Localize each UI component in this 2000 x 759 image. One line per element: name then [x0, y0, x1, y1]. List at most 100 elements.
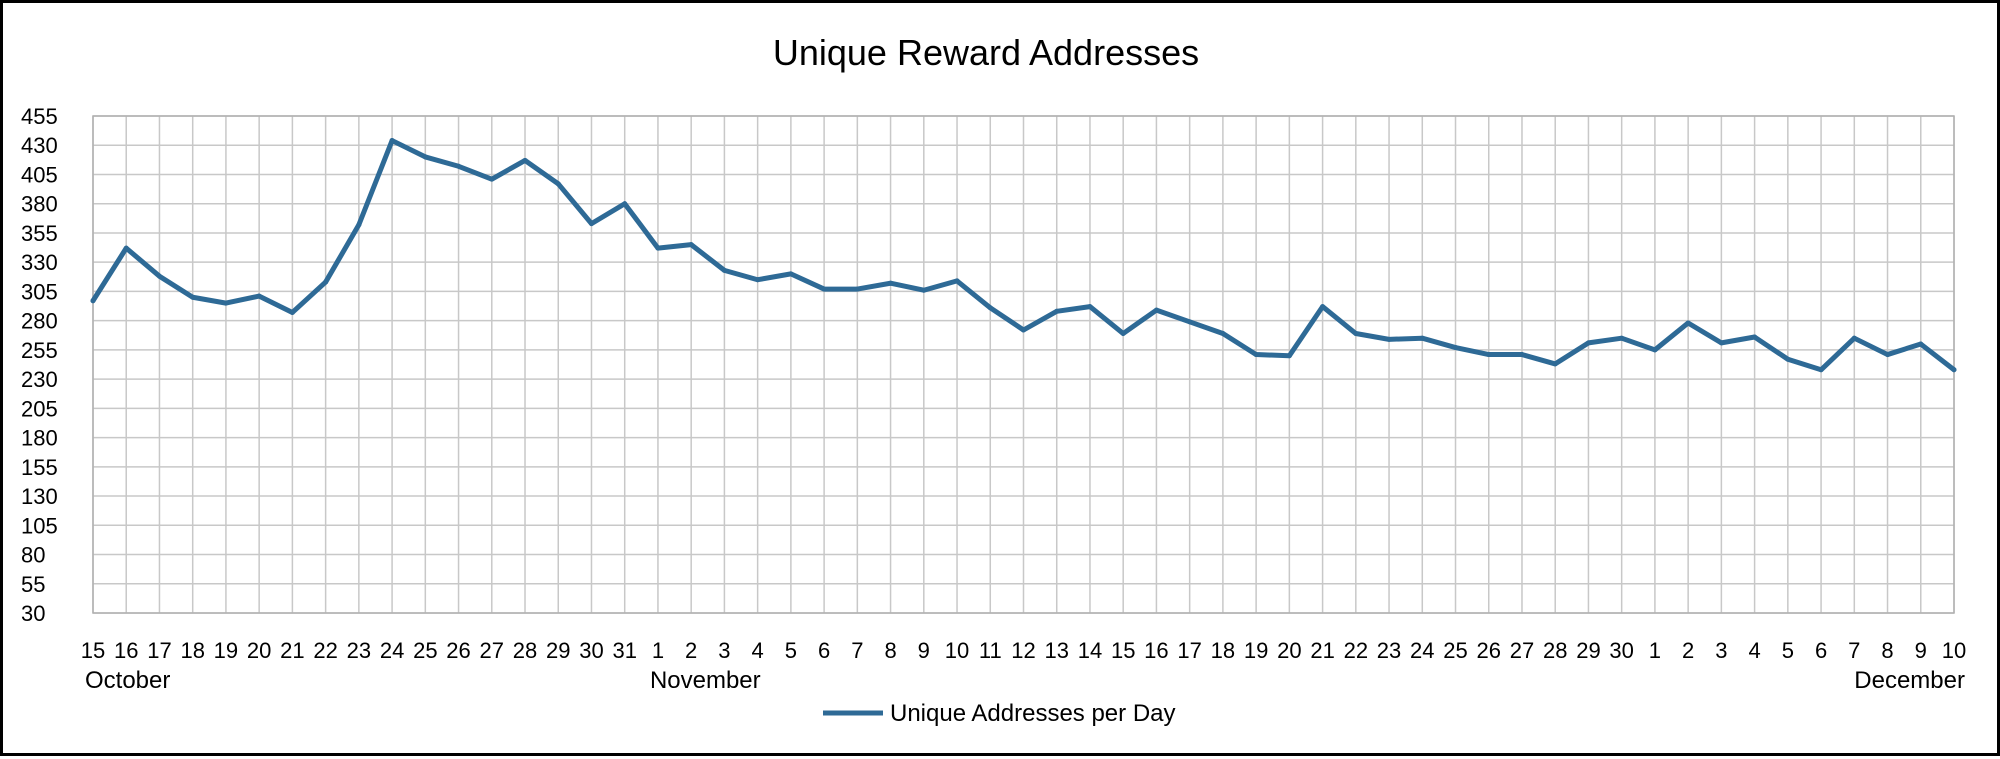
data-point [888, 280, 894, 286]
x-tick-label: 6 [818, 638, 830, 663]
x-tick-label: 30 [1609, 638, 1633, 663]
data-point [1951, 367, 1957, 373]
y-tick-label: 255 [21, 338, 58, 363]
data-point [555, 181, 561, 187]
data-point [1818, 367, 1824, 373]
x-tick-label: 18 [180, 638, 204, 663]
data-point [1386, 336, 1392, 342]
x-tick-label: 24 [1410, 638, 1434, 663]
data-point [489, 176, 495, 182]
x-tick-label: 6 [1815, 638, 1827, 663]
y-tick-label: 380 [21, 192, 58, 217]
x-tick-label: 14 [1078, 638, 1102, 663]
data-point [1652, 347, 1658, 353]
data-point [1619, 335, 1625, 341]
y-tick-label: 180 [21, 426, 58, 451]
legend-label: Unique Addresses per Day [890, 700, 1176, 727]
data-point [1552, 361, 1558, 367]
x-tick-label: 21 [1310, 638, 1334, 663]
x-tick-label: 12 [1011, 638, 1035, 663]
x-tick-label: 29 [1576, 638, 1600, 663]
x-tick-label: 24 [380, 638, 404, 663]
y-tick-label: 105 [21, 513, 58, 538]
x-tick-label: 20 [1277, 638, 1301, 663]
x-tick-label: 1 [652, 638, 664, 663]
x-tick-label: 11 [979, 638, 1002, 663]
data-point [921, 287, 927, 293]
x-tick-label: 22 [313, 638, 337, 663]
y-tick-label: 405 [21, 162, 58, 187]
data-point [356, 222, 362, 228]
x-tick-label: 15 [1111, 638, 1135, 663]
x-tick-label: 9 [1915, 638, 1927, 663]
x-tick-label: 10 [1942, 638, 1966, 663]
x-tick-label: 4 [752, 638, 764, 663]
data-point [123, 245, 129, 251]
x-tick-label: 28 [513, 638, 537, 663]
x-tick-label: 30 [579, 638, 603, 663]
data-point [1220, 331, 1226, 337]
data-point [389, 138, 395, 144]
x-tick-label: 25 [413, 638, 437, 663]
x-tick-label: 23 [1377, 638, 1401, 663]
data-point [522, 157, 528, 163]
data-point [788, 271, 794, 277]
data-point [1120, 331, 1126, 337]
data-point [1718, 340, 1724, 346]
y-tick-label: 230 [21, 367, 58, 392]
x-tick-label: 16 [1144, 638, 1168, 663]
data-point [1353, 331, 1359, 337]
x-tick-label: 8 [884, 638, 896, 663]
legend: Unique Addresses per Day [823, 700, 1176, 727]
data-point [622, 201, 628, 207]
data-point [655, 245, 661, 251]
month-label: October [85, 667, 170, 694]
data-point [1320, 304, 1326, 310]
data-point [1153, 307, 1159, 313]
y-tick-label: 80 [21, 543, 45, 568]
data-point [223, 300, 229, 306]
x-tick-label: 9 [918, 638, 930, 663]
x-tick-label: 7 [851, 638, 863, 663]
x-tick-label: 15 [81, 638, 105, 663]
x-tick-label: 3 [718, 638, 730, 663]
x-tick-label: 13 [1044, 638, 1068, 663]
y-tick-label: 55 [21, 572, 45, 597]
data-point [1685, 320, 1691, 326]
data-point [688, 242, 694, 248]
x-tick-label: 10 [945, 638, 969, 663]
y-axis-ticks: 30 55 80 105 130 155 180 205 230 255 280 305 330 355 3… [21, 104, 58, 626]
x-tick-label: 26 [1477, 638, 1501, 663]
y-tick-label: 330 [21, 250, 58, 275]
x-tick-label: 5 [785, 638, 797, 663]
month-label: November [650, 667, 761, 694]
data-point [256, 293, 262, 299]
data-point [987, 305, 993, 311]
data-point [1253, 352, 1259, 358]
x-tick-label: 2 [1682, 638, 1694, 663]
data-point [1286, 353, 1292, 359]
data-point [1851, 335, 1857, 341]
x-tick-label: 28 [1543, 638, 1567, 663]
data-point [1453, 345, 1459, 351]
data-point [1187, 319, 1193, 325]
y-tick-label: 155 [21, 455, 58, 480]
x-tick-label: 2 [685, 638, 697, 663]
y-tick-label: 30 [21, 601, 45, 626]
x-tick-label: 16 [114, 638, 138, 663]
x-tick-label: 17 [147, 638, 171, 663]
x-tick-label: 3 [1715, 638, 1727, 663]
data-point [1087, 304, 1093, 310]
x-axis-ticks: 15 16 17 18 19 20 21 22 23 24 25 26 27 28 29 30 31 1 2 3 4 5 6… [81, 638, 1966, 663]
x-tick-label: 7 [1848, 638, 1860, 663]
month-labels: October November December [85, 667, 1965, 694]
data-point [323, 279, 329, 285]
x-tick-label: 26 [446, 638, 470, 663]
data-point [1885, 352, 1891, 358]
data-point [1486, 352, 1492, 358]
data-point [456, 163, 462, 169]
data-point [1021, 327, 1026, 333]
x-tick-label: 29 [546, 638, 570, 663]
x-tick-label: 19 [1244, 638, 1268, 663]
x-tick-label: 27 [480, 638, 504, 663]
